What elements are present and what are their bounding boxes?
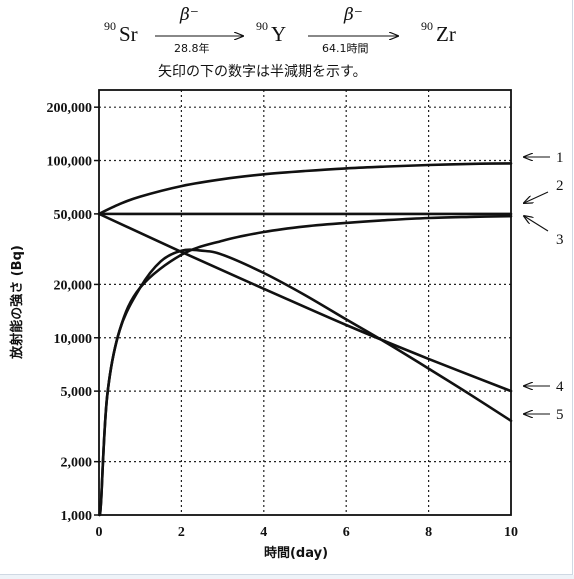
x-tick-label: 8 [425, 525, 432, 540]
y-tick-label: 1,000 [61, 509, 93, 524]
decay-chain-header: 90 Sr β⁻ 28.8年 90 Y β⁻ 64.1時間 90 Zr 矢印の下… [104, 5, 456, 80]
y-tick-label: 10,000 [54, 332, 93, 347]
x-tick-label: 10 [504, 525, 518, 540]
decay-curves [97, 162, 513, 517]
x-tick-label: 0 [96, 525, 103, 540]
x-axis-title: 時間(day) [264, 545, 328, 561]
y-axis-ticks: 1,000 2,000 5,000 10,000 20,000 50,000 100,000… [47, 101, 99, 524]
y-symbol: Y [271, 22, 286, 46]
curve-label-1: 1 [556, 150, 564, 166]
curve-pointer-arrow [524, 191, 549, 203]
second-arrow-label: β⁻ [343, 5, 363, 25]
curve-pointer-arrow [524, 216, 549, 232]
curve-1 [97, 162, 513, 216]
curve-label-4: 4 [556, 379, 564, 395]
x-tick-label: 2 [178, 525, 185, 540]
y-tick-label: 200,000 [47, 101, 93, 116]
curve-label-3: 3 [556, 232, 564, 248]
curve-label-5: 5 [556, 407, 564, 423]
first-arrow-label: β⁻ [179, 5, 199, 25]
plot-area-border [98, 89, 512, 516]
sr-mass-number: 90 [104, 19, 116, 33]
y-axis-title: 放射能の強さ (Bq) [9, 245, 25, 360]
curve-labels: 1 2 3 4 5 [524, 150, 564, 423]
first-half-life: 28.8年 [174, 41, 210, 55]
bottom-strip [0, 575, 574, 579]
zr-symbol: Zr [436, 22, 456, 46]
y-tick-label: 50,000 [54, 208, 93, 223]
curve-5 [98, 248, 513, 517]
x-tick-label: 4 [260, 525, 267, 540]
second-half-life: 64.1時間 [322, 42, 369, 55]
x-tick-label: 6 [343, 525, 350, 540]
y-tick-label: 100,000 [47, 155, 93, 170]
y-tick-label: 5,000 [61, 385, 93, 400]
curve-4 [97, 212, 513, 393]
y-tick-label: 20,000 [54, 278, 93, 293]
sr-symbol: Sr [119, 22, 138, 46]
y-tick-label: 2,000 [61, 456, 93, 471]
zr-mass-number: 90 [421, 19, 433, 33]
y-mass-number: 90 [256, 19, 268, 33]
x-axis-ticks: 0 2 4 6 8 10 [96, 525, 519, 540]
curve-label-2: 2 [556, 178, 564, 194]
half-life-note: 矢印の下の数字は半減期を示す。 [158, 63, 367, 80]
grid-lines [99, 90, 511, 515]
